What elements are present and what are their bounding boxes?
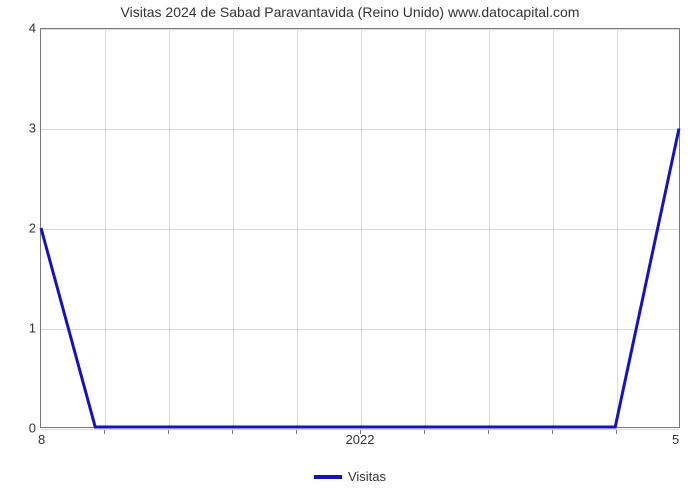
chart-title: Visitas 2024 de Sabad Paravantavida (Rei…	[0, 4, 700, 20]
y-tick-label: 4	[6, 21, 36, 36]
x-axis-right-label: 5	[672, 432, 679, 447]
legend: Visitas	[0, 468, 700, 484]
plot-area	[40, 28, 680, 428]
y-tick-label: 3	[6, 121, 36, 136]
y-tick-label: 0	[6, 421, 36, 436]
y-tick-label: 1	[6, 321, 36, 336]
legend-label: Visitas	[348, 469, 386, 484]
x-axis-major-label: 2022	[346, 432, 375, 447]
x-axis-left-label: 8	[38, 432, 45, 447]
legend-swatch	[314, 475, 342, 479]
line-series	[41, 29, 679, 427]
y-tick-label: 2	[6, 221, 36, 236]
chart-container: Visitas 2024 de Sabad Paravantavida (Rei…	[0, 0, 700, 500]
